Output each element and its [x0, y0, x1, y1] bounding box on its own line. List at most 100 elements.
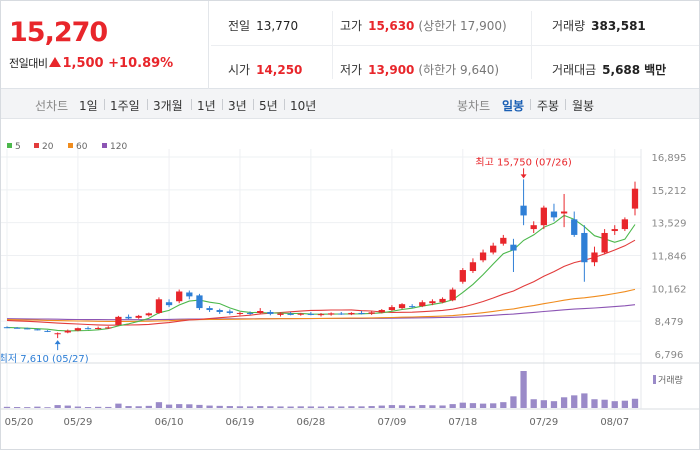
candle-body [13, 327, 21, 329]
candle-weekly[interactable]: 주봉 [537, 99, 560, 113]
volume-bar [176, 404, 183, 408]
volume-bar [95, 406, 102, 408]
candle-body [145, 313, 152, 316]
legend-swatch [34, 143, 39, 148]
candle-body [409, 306, 416, 308]
candle-body [510, 244, 517, 251]
candle-body [125, 316, 132, 319]
candle-body [44, 330, 51, 332]
candle-body [358, 312, 365, 314]
candle-body [186, 292, 193, 297]
volume-bar [135, 406, 142, 408]
high-price: 고가 15,630 (상한가 17,900) [340, 17, 507, 34]
volume-bar [84, 407, 92, 408]
volume-bar [611, 401, 618, 408]
ma120-line [6, 304, 636, 321]
volume-bar [236, 406, 244, 408]
volume-bar [429, 405, 436, 408]
candle-body [226, 311, 233, 313]
volume-bar [419, 405, 426, 408]
volume-bar [287, 406, 294, 408]
candle-body [591, 252, 598, 263]
legend-label: 120 [110, 142, 127, 152]
volume-bar [24, 407, 31, 408]
x-tick-label: 06/10 [155, 417, 184, 428]
chart-toolbar: 선차트 1일 1주일 3개월 1년 3년 5년 10년 봉차트 일봉 주봉 월봉 [1, 89, 699, 119]
x-tick-label: 05/29 [63, 417, 92, 428]
candle-body [520, 205, 527, 216]
period-3y[interactable]: 3년 [228, 99, 247, 113]
y-tick-label: 6,796 [655, 350, 684, 361]
prev-close: 전일 13,770 [228, 17, 298, 34]
low-label: 저가 [340, 63, 363, 77]
candle-body [115, 316, 122, 325]
candle-monthly[interactable]: 월봉 [572, 99, 595, 113]
volume-bar [571, 395, 578, 408]
candle-body [135, 315, 142, 318]
volume-label: 거래량 [552, 19, 586, 33]
candle-body [297, 313, 304, 315]
candle-body [257, 311, 264, 313]
period-5y[interactable]: 5년 [259, 99, 278, 113]
volume-bar [297, 406, 304, 408]
volume-bar [145, 405, 152, 408]
candle-body [500, 237, 507, 244]
volume-value: 383,581 [591, 19, 646, 33]
candle-body [550, 211, 558, 218]
price-box: 15,270 전일대비 1,500 +10.89% [1, 1, 209, 89]
volume-bar [44, 407, 51, 408]
volume-bar [125, 406, 132, 408]
prev-close-value: 13,770 [256, 19, 299, 33]
low-price: 저가 13,900 (하한가 9,640) [340, 61, 499, 78]
volume-bar [34, 406, 41, 408]
candle-body [449, 289, 456, 301]
x-tick-label: 08/07 [600, 417, 629, 428]
volume-bar [510, 396, 517, 408]
volume-bar [530, 399, 537, 408]
amount-value: 5,688 [602, 63, 641, 77]
period-10y[interactable]: 10년 [290, 99, 317, 113]
volume-bar [591, 399, 598, 408]
candle-body [34, 329, 41, 331]
candle-body [24, 328, 31, 330]
candle-body [429, 301, 436, 304]
candle-body [611, 229, 618, 232]
candle-body [74, 328, 82, 331]
candle-body [540, 207, 547, 226]
legend-label: 5 [15, 142, 21, 152]
candle-body [176, 291, 183, 302]
volume-bar [469, 403, 477, 408]
period-1w[interactable]: 1주일 [110, 99, 140, 113]
high-arrow-icon [520, 174, 527, 179]
volume-bar [439, 405, 446, 408]
y-tick-label: 16,895 [652, 153, 687, 164]
volume-bar [257, 406, 264, 408]
volume-bar [327, 406, 335, 408]
x-tick-label: 07/29 [529, 417, 558, 428]
ma60-line [6, 288, 636, 322]
volume-bar [155, 402, 163, 408]
volume-bar [74, 406, 82, 408]
candle-body [368, 312, 375, 314]
x-tick-label: 07/18 [448, 417, 477, 428]
volume-bar [317, 406, 325, 408]
legend-swatch [68, 143, 73, 148]
candle-body [236, 312, 244, 314]
candle-body [631, 188, 639, 209]
candle-daily[interactable]: 일봉 [502, 99, 525, 113]
current-price: 15,270 [9, 17, 108, 48]
price-change: 전일대비 1,500 +10.89% [9, 55, 173, 71]
low-arrow-icon [54, 340, 61, 345]
open-label: 시가 [228, 63, 251, 77]
volume-bar [277, 406, 284, 408]
period-3m[interactable]: 3개월 [153, 99, 183, 113]
candle-body [206, 308, 213, 311]
period-1d[interactable]: 1일 [79, 99, 98, 113]
x-tick-label: 06/28 [296, 417, 325, 428]
open-value: 14,250 [256, 63, 303, 77]
volume-bar [216, 405, 223, 408]
candle-body [338, 313, 345, 315]
period-1y[interactable]: 1년 [197, 99, 216, 113]
x-tick-label: 05/20 [5, 417, 34, 428]
candle-body [246, 312, 254, 314]
